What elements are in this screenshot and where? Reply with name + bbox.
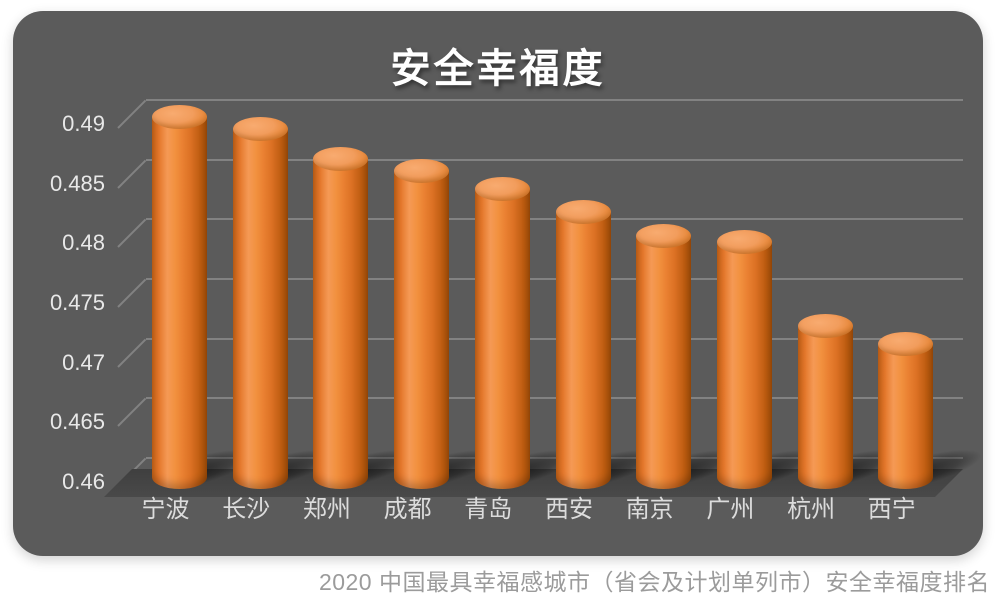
chart-panel: 安全幸福度 0.49 0.485 0.48 0.475 0.47 0.465 0.46 宁波 长… [13,11,984,556]
x-axis-category-label: 宁波 [141,496,190,523]
cylinder-top [716,230,772,255]
y-axis-tick-label: 0.475 [49,290,105,315]
gridline [146,278,963,280]
chart-caption: 2020 中国最具幸福感城市（省会及计划单列市）安全幸福度排名 [318,569,990,595]
cylinder-top [797,313,853,338]
cylinder-bar-成都 [394,158,450,489]
cylinder-body [152,117,207,489]
y-axis-tick-label: 0.46 [62,469,105,494]
x-axis-category-label: 青岛 [464,496,513,523]
plot-area: 0.49 0.485 0.48 0.475 0.47 0.465 0.46 宁波 长沙 郑州 成都 青… [13,11,984,556]
gridline [146,337,963,340]
x-axis-category-label: 西宁 [867,496,916,523]
cylinder-top [636,224,692,249]
chart-title: 安全幸福度 [390,47,606,91]
cylinder-body [555,212,611,489]
y-axis-tick-label: 0.47 [62,349,105,375]
axis-tick-connector [117,338,147,368]
cylinder-body [636,236,692,489]
cylinder-top [152,105,207,129]
axis-tick-connector [117,219,147,249]
axis-tick-connector [117,398,147,428]
cylinder-top [878,331,934,356]
cylinder-bar-郑州 [313,146,369,489]
cylinder-body [878,343,934,489]
cylinder-body [313,158,369,489]
axis-tick-connector [117,278,147,308]
x-axis-category-label: 成都 [383,496,432,523]
cylinder-bar-青岛 [474,176,530,489]
y-axis-tick-label: 0.465 [49,409,105,435]
cylinder-top [313,146,369,171]
y-axis-tick-label: 0.48 [62,230,105,256]
cylinder-bar-西宁 [878,331,934,489]
y-axis-tick-label: 0.485 [49,170,105,196]
cylinder-bar-长沙 [232,116,288,489]
x-axis-category-label: 西安 [545,496,593,523]
cylinder-bar-宁波 [152,105,207,489]
x-axis-category-label: 长沙 [222,496,271,523]
cylinder-body [474,188,530,489]
cylinder-body [716,242,772,489]
gridline [146,397,963,400]
x-axis-category-label: 郑州 [302,496,351,523]
y-axis-tick-label: 0.49 [62,111,105,136]
gridline [146,158,963,161]
cylinder-top [474,176,530,201]
cylinder-body [797,325,853,489]
cylinder-body [394,170,450,489]
cylinder-bar-西安 [555,200,611,489]
gridline [146,218,963,221]
cylinder-bar-广州 [716,230,772,489]
cylinder-bar-杭州 [797,313,853,489]
cylinder-bar-南京 [636,224,692,489]
gridline [146,99,963,101]
cylinder-top [555,200,611,225]
x-axis-category-label: 广州 [706,496,755,523]
axis-tick-connector [117,99,147,129]
axis-tick-connector [117,159,147,189]
x-axis-category-label: 杭州 [787,496,836,523]
x-axis-category-label: 南京 [625,496,674,523]
cylinder-top [232,116,288,141]
cylinder-top [394,158,450,183]
cylinder-body [232,128,288,489]
